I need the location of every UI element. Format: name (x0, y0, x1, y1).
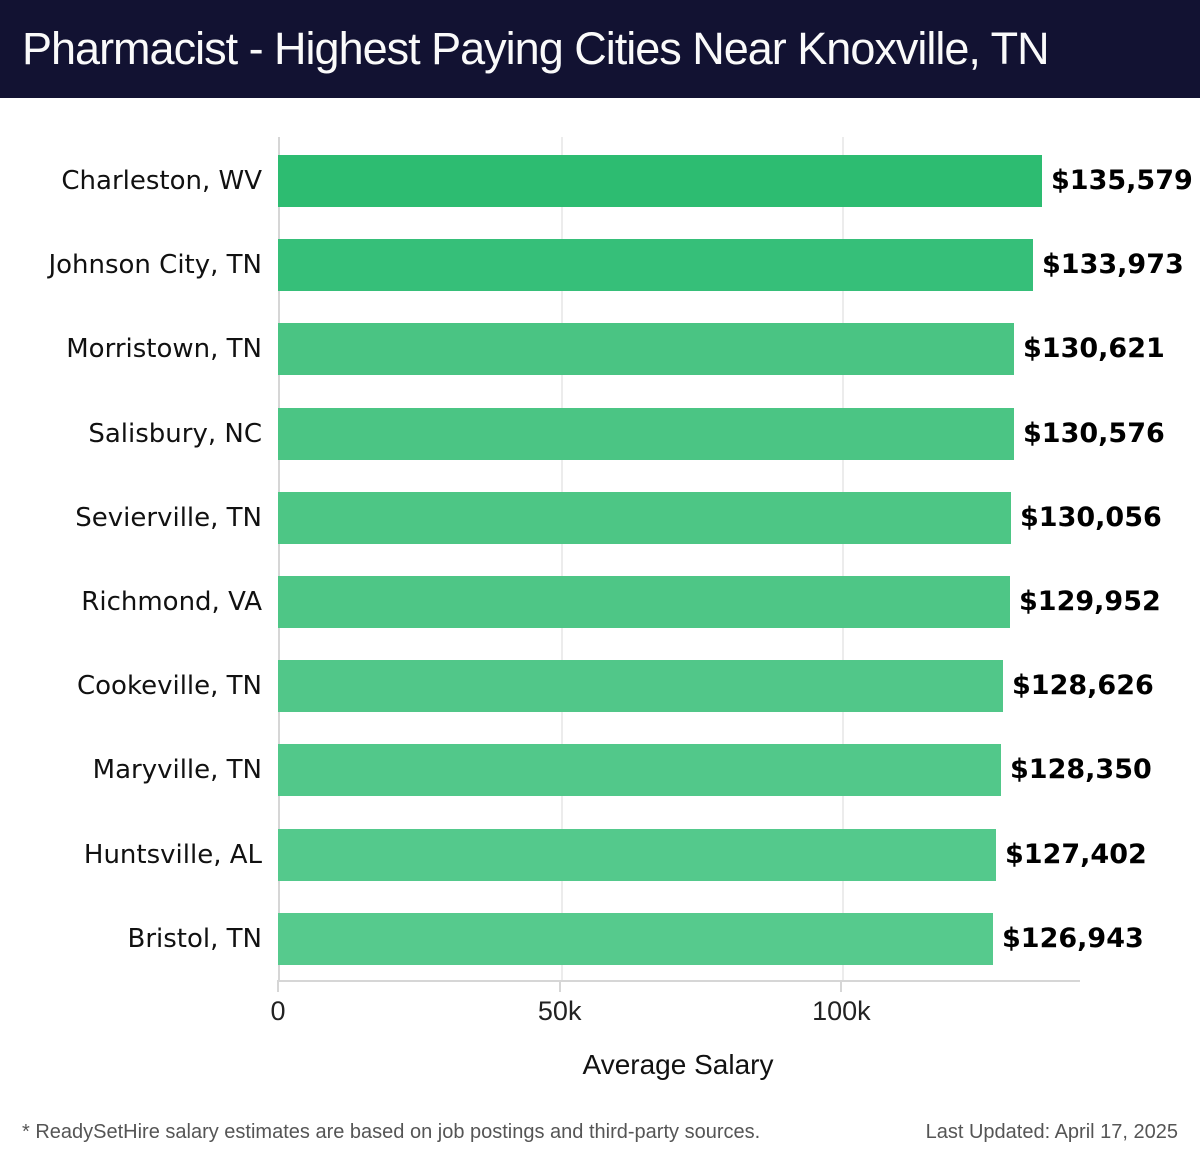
source-note: * ReadySetHire salary estimates are base… (22, 1121, 761, 1143)
x-tick-label: 100k (812, 996, 871, 1026)
category-label: Morristown, TN (66, 334, 262, 364)
category-label: Huntsville, AL (83, 840, 262, 870)
bar (278, 829, 996, 881)
value-label: $130,576 (1023, 418, 1165, 449)
value-label: $126,943 (1002, 923, 1144, 954)
bar-row: Maryville, TN $128,350 (0, 744, 1200, 796)
bar (278, 492, 1011, 544)
x-axis-title: Average Salary (582, 1049, 774, 1080)
page-title: Pharmacist - Highest Paying Cities Near … (22, 23, 1050, 74)
plot-area (278, 137, 1080, 982)
bar-row: Johnson City, TN $133,973 (0, 239, 1200, 291)
gridline (560, 137, 563, 980)
category-label: Sevierville, TN (75, 503, 262, 533)
bar (278, 323, 1014, 375)
bar-row: Morristown, TN $130,621 (0, 323, 1200, 375)
category-label: Richmond, VA (81, 587, 262, 617)
category-label: Salisbury, NC (88, 419, 262, 449)
bar (278, 576, 1010, 628)
bar (278, 239, 1033, 291)
value-label: $133,973 (1042, 249, 1184, 280)
value-label: $130,056 (1020, 502, 1162, 533)
value-label: $128,626 (1012, 670, 1154, 701)
bar-row: Sevierville, TN $130,056 (0, 492, 1200, 544)
value-label: $129,952 (1019, 586, 1161, 617)
bar-row: Bristol, TN $126,943 (0, 913, 1200, 965)
gridline (842, 137, 845, 980)
bar-row: Richmond, VA $129,952 (0, 576, 1200, 628)
value-label: $128,350 (1010, 754, 1152, 785)
value-label: $127,402 (1005, 839, 1147, 870)
bar-row: Charleston, WV $135,579 (0, 155, 1200, 207)
chart-title-bar: Pharmacist - Highest Paying Cities Near … (0, 0, 1200, 98)
value-label: $130,621 (1023, 333, 1165, 364)
bar (278, 155, 1042, 207)
bar-row: Salisbury, NC $130,576 (0, 408, 1200, 460)
value-label: $135,579 (1051, 165, 1193, 196)
x-tick-mark (840, 980, 843, 992)
bar (278, 408, 1014, 460)
bar (278, 660, 1003, 712)
bar (278, 913, 993, 965)
category-label: Charleston, WV (61, 166, 262, 196)
x-tick-label: 0 (270, 996, 286, 1026)
category-label: Cookeville, TN (76, 671, 262, 701)
category-label: Bristol, TN (127, 924, 262, 954)
last-updated: Last Updated: April 17, 2025 (925, 1121, 1178, 1143)
x-tick-mark (558, 980, 561, 992)
x-tick-label: 50k (537, 996, 582, 1026)
bar-row: Cookeville, TN $128,626 (0, 660, 1200, 712)
bar (278, 744, 1001, 796)
category-label: Johnson City, TN (48, 250, 262, 280)
bar-row: Huntsville, AL $127,402 (0, 829, 1200, 881)
x-tick-mark (277, 980, 279, 992)
category-label: Maryville, TN (92, 755, 262, 785)
